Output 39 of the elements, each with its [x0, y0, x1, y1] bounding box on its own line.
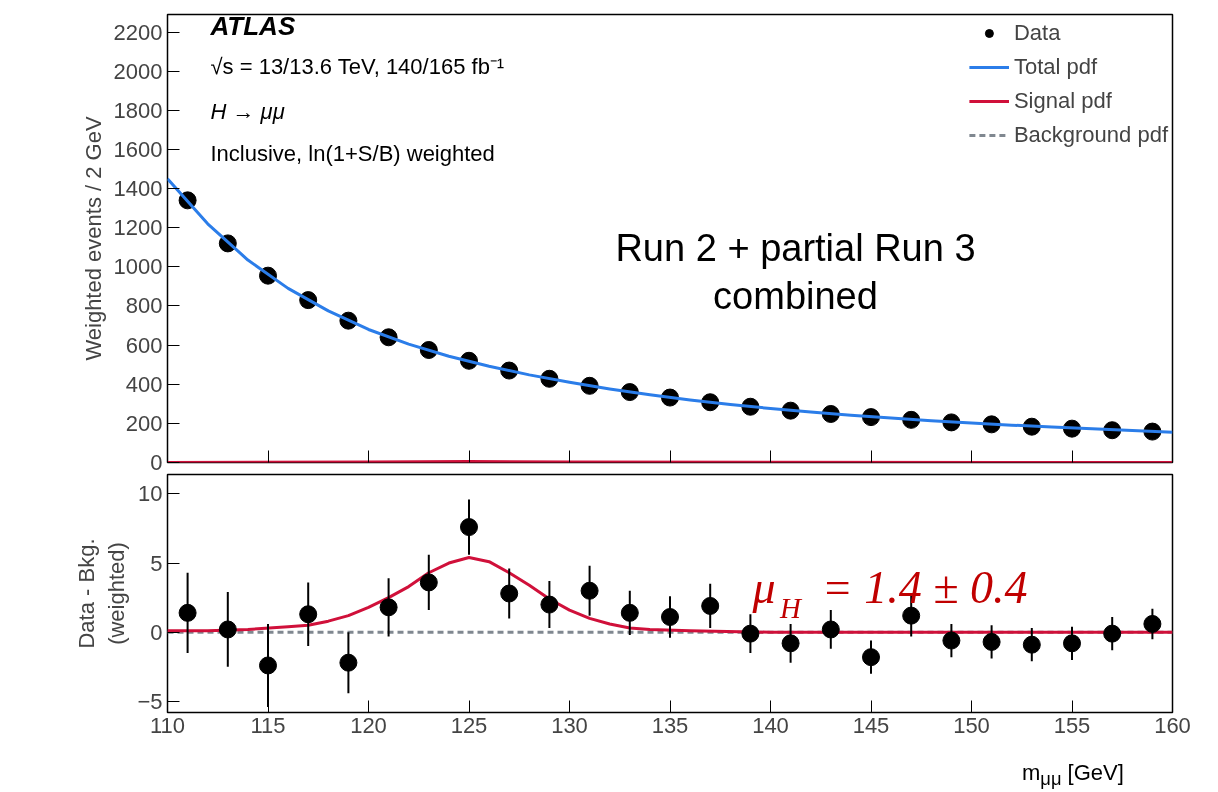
- annotation: √s = 13/13.6 TeV, 140/165 fb⁻¹: [210, 53, 505, 79]
- y-tick-label: 400: [125, 371, 163, 397]
- y-tick-label: 1200: [113, 215, 163, 241]
- x-tick-label: 155: [1053, 712, 1091, 738]
- y-axis-title: Data - Bkg. (weighted): [74, 538, 130, 649]
- legend-label: Data: [1013, 19, 1061, 47]
- x-tick-label: 125: [450, 712, 488, 738]
- y-tick-label: 5: [150, 550, 163, 576]
- legend-label: Total pdf: [1013, 53, 1098, 81]
- y-tick-label: 1000: [113, 254, 163, 280]
- annotation: ATLAS: [209, 10, 296, 41]
- y-tick-label: 600: [125, 332, 163, 358]
- annotation: H → μμ: [210, 98, 285, 124]
- y-tick-label: 800: [125, 293, 163, 319]
- annotation: Inclusive, ln(1+S/B) weighted: [210, 140, 495, 166]
- y-tick-label: 2200: [113, 19, 163, 45]
- y-tick-label: 1400: [113, 176, 163, 202]
- x-tick-label: 140: [752, 712, 789, 738]
- x-tick-label: 115: [250, 712, 286, 738]
- legend-label: Signal pdf: [1013, 87, 1112, 115]
- x-tick-label: 120: [350, 712, 387, 738]
- x-tick-label: 160: [1154, 712, 1191, 738]
- y-axis-title: Weighted events / 2 GeV: [80, 116, 106, 361]
- annotation: Run 2 + partial Run 3 combined: [615, 227, 976, 318]
- x-tick-label: 145: [852, 712, 890, 738]
- y-tick-label: 1600: [113, 136, 163, 162]
- y-tick-label: −5: [137, 688, 163, 714]
- y-tick-label: 2000: [113, 58, 163, 84]
- x-axis-title: m$_{μμ}$ [GeV]: [1022, 759, 1124, 792]
- y-tick-label: 200: [125, 410, 163, 436]
- y-tick-label: 10: [138, 481, 163, 507]
- y-tick-label: 0: [150, 450, 163, 475]
- x-tick-label: 135: [651, 712, 689, 738]
- x-tick-label: 130: [551, 712, 588, 738]
- x-tick-label: 150: [953, 712, 990, 738]
- x-tick-label: 110: [149, 712, 186, 738]
- y-tick-label: 1800: [113, 97, 163, 123]
- legend-label: Background pdf: [1013, 121, 1168, 149]
- y-tick-label: 0: [150, 619, 163, 645]
